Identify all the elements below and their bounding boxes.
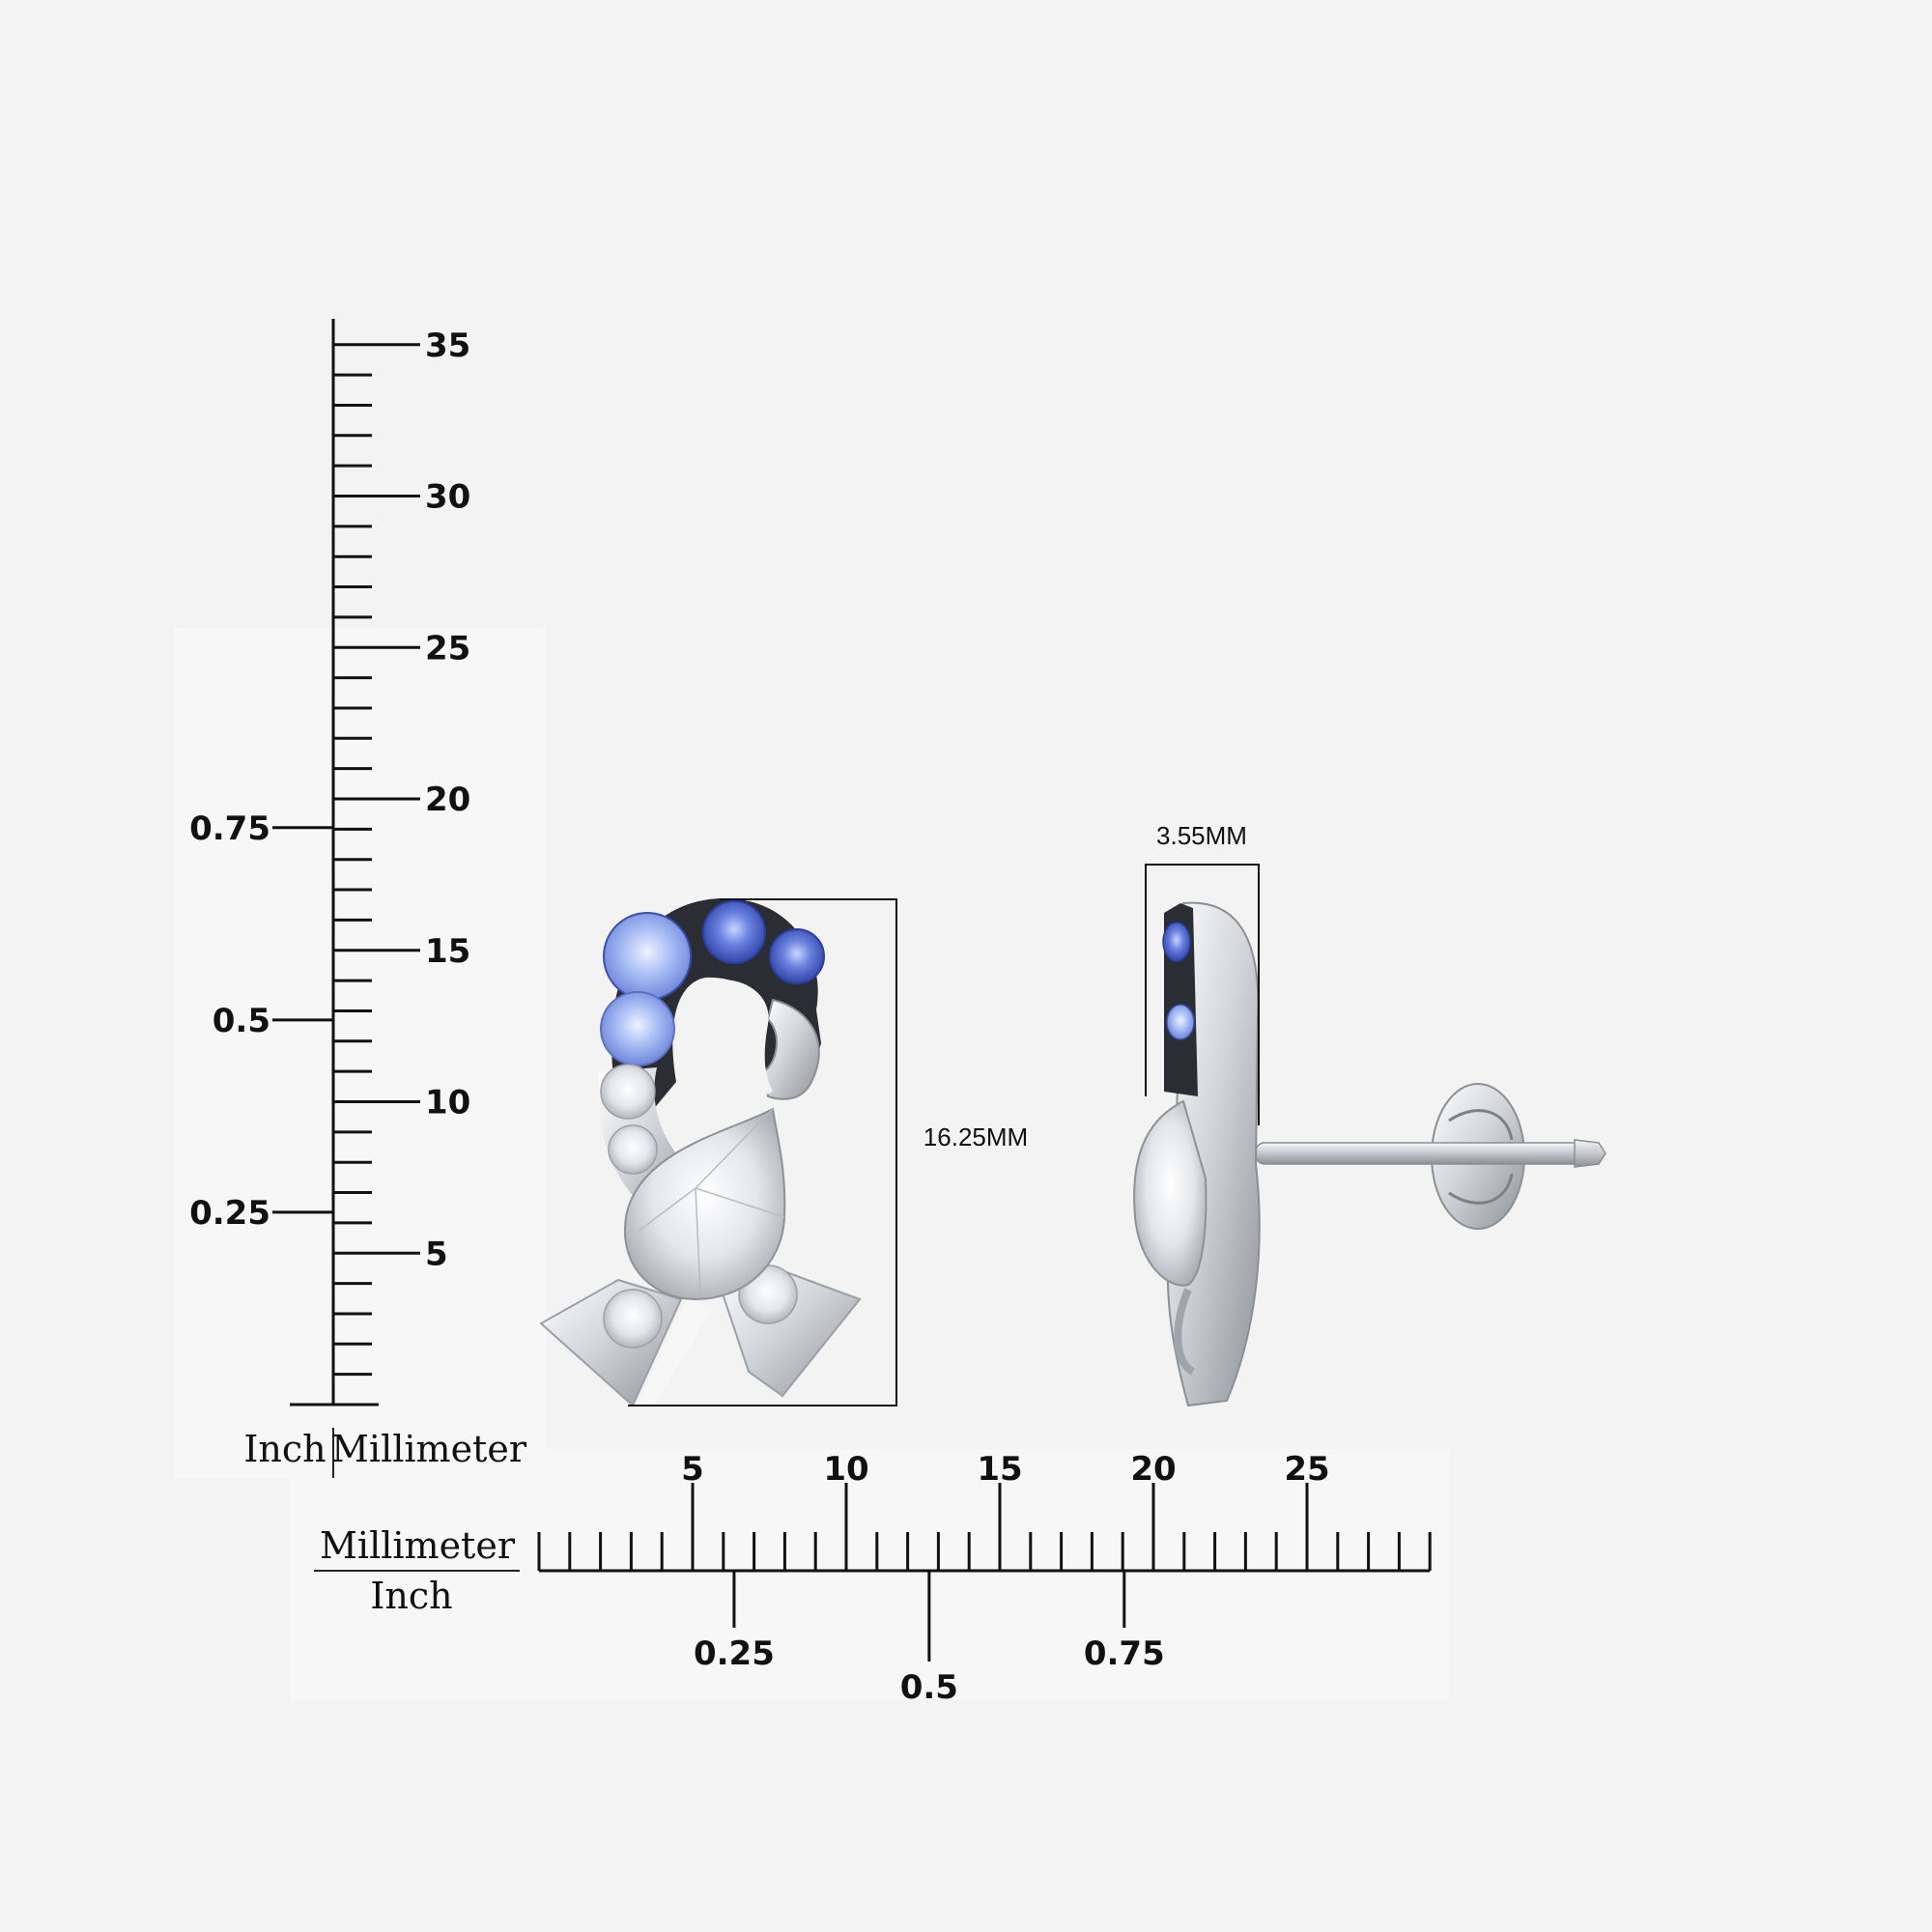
side-view-width-bracket xyxy=(1145,864,1260,1125)
horizontal-mm-label: 10 xyxy=(823,1450,868,1489)
vertical-inch-label: 0.25 xyxy=(189,1194,270,1233)
vertical-mm-label: 30 xyxy=(425,478,470,517)
vertical-ruler-inch-label: Inch xyxy=(243,1428,326,1470)
horizontal-inch-label: 0.5 xyxy=(900,1668,958,1707)
width-dimension-label: 3.55MM xyxy=(1156,821,1247,850)
vertical-ruler-panel xyxy=(174,628,546,1478)
front-view-height-bracket xyxy=(628,898,897,1406)
horizontal-mm-label: 25 xyxy=(1284,1450,1329,1489)
horizontal-ruler-inch-label: Inch xyxy=(370,1575,452,1617)
horizontal-inch-label: 0.75 xyxy=(1084,1634,1165,1673)
vertical-mm-label: 15 xyxy=(425,932,470,971)
horizontal-ruler-panel xyxy=(290,1449,1449,1700)
horizontal-inch-label: 0.25 xyxy=(694,1634,775,1673)
vertical-ruler: 5 10 15 20 25 30 35 0.25 0.5 0.75 xyxy=(189,319,470,1406)
horizontal-mm-label: 20 xyxy=(1130,1450,1176,1489)
horizontal-ruler: 5 10 15 20 25 0.25 0.5 0.75 xyxy=(537,1450,1432,1707)
earring-side-view xyxy=(1133,901,1606,1407)
horizontal-mm-label: 5 xyxy=(681,1450,704,1489)
vertical-ruler-mm-label: Millimeter xyxy=(331,1428,527,1470)
vertical-mm-label: 35 xyxy=(425,327,470,365)
earring-front-view xyxy=(539,897,862,1408)
horizontal-mm-label: 15 xyxy=(977,1450,1022,1489)
vertical-inch-label: 0.5 xyxy=(213,1002,270,1040)
vertical-mm-label: 10 xyxy=(425,1084,470,1122)
vertical-mm-label: 20 xyxy=(425,781,470,819)
vertical-inch-label: 0.75 xyxy=(189,810,270,848)
horizontal-ruler-mm-label: Millimeter xyxy=(320,1524,516,1567)
vertical-mm-label: 25 xyxy=(425,629,470,668)
vertical-mm-label: 5 xyxy=(425,1235,448,1273)
height-dimension-label: 16.25MM xyxy=(923,1122,1028,1151)
